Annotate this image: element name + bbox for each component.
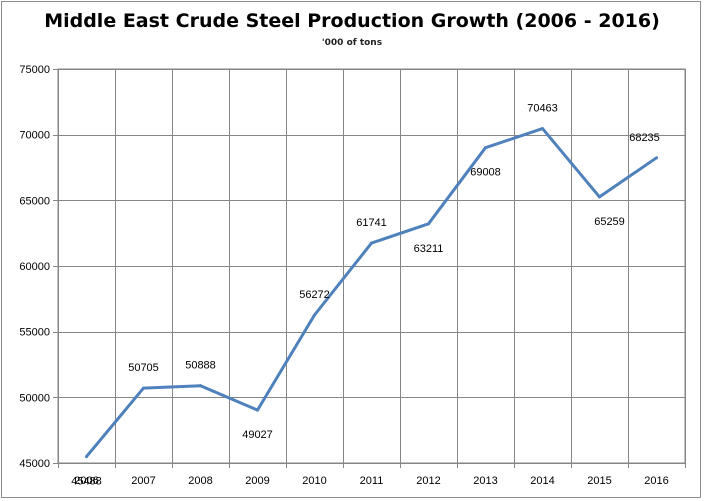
data-point	[313, 313, 316, 317]
y-tick-label: 55000	[19, 327, 50, 339]
data-point	[427, 222, 430, 226]
x-tick-label: 2006	[74, 475, 98, 487]
data-label: 63211	[414, 243, 444, 255]
data-label: 61741	[356, 217, 387, 229]
data-label: 49027	[242, 429, 273, 441]
data-point	[541, 127, 544, 131]
x-tick-label: 2012	[416, 475, 440, 487]
data-point	[256, 408, 259, 412]
data-label: 45488	[71, 476, 102, 488]
x-tick-label: 2011	[360, 475, 384, 487]
y-axis: 45000 50000 55000 60000 65000 70000 75000	[19, 64, 58, 470]
data-point	[199, 384, 202, 388]
x-tick-label: 2010	[302, 475, 326, 487]
data-point	[85, 455, 88, 459]
x-tick-label: 2008	[188, 475, 212, 487]
y-tick-label: 70000	[19, 130, 50, 142]
y-tick-label: 65000	[19, 195, 50, 207]
data-label: 56272	[299, 289, 330, 301]
data-label: 50888	[185, 360, 216, 372]
data-label: 68235	[629, 132, 660, 144]
y-tick-label: 60000	[19, 261, 50, 273]
y-tick-label: 45000	[19, 458, 50, 470]
gridlines	[58, 69, 686, 464]
chart-title: Middle East Crude Steel Production Growt…	[44, 10, 660, 32]
data-point	[370, 241, 373, 245]
y-tick-label: 50000	[19, 392, 50, 404]
x-tick-label: 2007	[131, 475, 155, 487]
data-label: 50705	[128, 362, 159, 374]
data-label: 70463	[527, 103, 558, 115]
y-tick-label: 75000	[19, 64, 50, 76]
x-tick-label: 2013	[473, 475, 497, 487]
chart-subtitle: '000 of tons	[321, 38, 383, 48]
x-tick-label: 2009	[245, 475, 269, 487]
data-labels: 45488 50705 50888 49027 56272 61741 63211 69008…	[71, 103, 660, 488]
data-point	[142, 386, 145, 390]
data-label: 69008	[470, 167, 501, 179]
x-tick-label: 2016	[644, 475, 668, 487]
x-axis: 2006 2007 2008 2009 2010 2011 2012 2013 2014 2015…	[58, 463, 686, 487]
x-tick-label: 2015	[587, 475, 611, 487]
x-tick-label: 2014	[530, 475, 554, 487]
data-point	[598, 195, 601, 199]
data-point	[655, 156, 658, 160]
data-point	[484, 146, 487, 150]
series	[85, 127, 658, 459]
data-label: 65259	[594, 216, 625, 228]
